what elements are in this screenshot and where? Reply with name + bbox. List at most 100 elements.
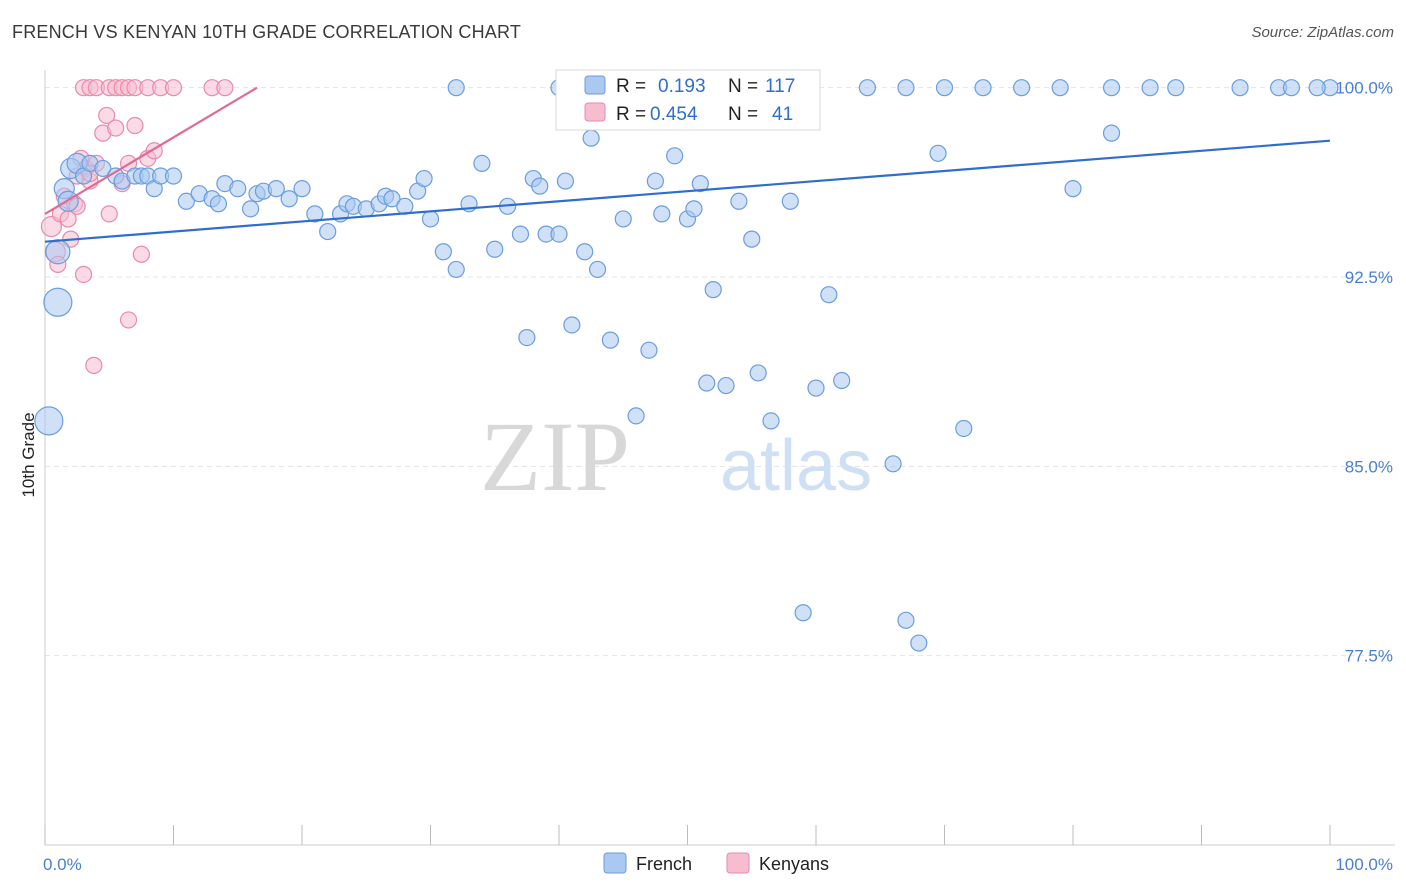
kenyan-point: [98, 106, 116, 125]
french-point: [820, 286, 838, 304]
french-point: [794, 604, 812, 622]
french-point: [897, 79, 915, 97]
y-tick-label: 100.0%: [1335, 79, 1393, 98]
french-point: [518, 328, 536, 347]
kenyan-point: [216, 79, 234, 97]
french-r-value: 0.193: [658, 76, 706, 97]
french-point: [473, 154, 491, 173]
chart-title: FRENCH VS KENYAN 10TH GRADE CORRELATION …: [12, 22, 522, 42]
french-point: [319, 222, 337, 241]
french-point: [601, 331, 620, 349]
x-tick-label: 100.0%: [1335, 855, 1393, 874]
french-point: [209, 195, 228, 213]
french-point: [550, 225, 568, 243]
french-point: [704, 281, 722, 299]
french-point: [1308, 79, 1326, 97]
legend-kenyan-swatch: [726, 852, 750, 874]
french-point: [929, 144, 947, 162]
legend-kenyan-label: Kenyans: [759, 854, 829, 874]
watermark-zip: ZIP: [480, 401, 630, 512]
kenyan-point: [119, 311, 138, 329]
legend-french-swatch: [603, 852, 627, 874]
french-point: [743, 230, 761, 248]
y-tick-label: 77.5%: [1345, 647, 1393, 666]
kenyan-n-value: 41: [772, 104, 793, 125]
kenyan-series: [40, 79, 234, 374]
french-point: [1012, 79, 1031, 97]
french-point: [267, 180, 285, 198]
french-point: [897, 611, 915, 629]
french-point: [563, 316, 581, 334]
french-point: [34, 406, 64, 436]
french-point: [781, 192, 799, 210]
kenyan-swatch: [584, 102, 606, 122]
french-point: [229, 180, 247, 198]
french-point: [588, 260, 607, 279]
series-legend: French Kenyans: [603, 852, 829, 874]
y-axis-label: 10th Grade: [19, 412, 38, 497]
kenyan-point: [74, 265, 93, 284]
french-point: [383, 190, 401, 208]
french-point: [486, 240, 504, 258]
french-point: [177, 192, 195, 210]
french-point: [646, 172, 664, 190]
kenyan-point: [107, 119, 125, 137]
french-point: [1051, 79, 1069, 97]
french-point: [653, 205, 671, 223]
french-point: [293, 180, 311, 198]
french-point: [94, 159, 112, 178]
french-point: [45, 239, 71, 265]
source-label: Source: ZipAtlas.com: [1251, 24, 1394, 41]
watermark-atlas: atlas: [720, 426, 872, 506]
french-point: [614, 210, 632, 228]
kenyan-r-value: 0.454: [650, 104, 698, 125]
french-point: [807, 379, 825, 397]
kenyan-trend-line: [44, 86, 258, 215]
french-point: [1102, 124, 1121, 142]
y-tick-label: 92.5%: [1345, 268, 1393, 287]
french-point: [640, 341, 658, 359]
french-point: [421, 210, 440, 228]
french-point: [415, 169, 433, 188]
y-tick-label: 85.0%: [1345, 457, 1393, 476]
french-n-value: 117: [765, 76, 795, 97]
watermark: ZIP atlas: [480, 401, 872, 512]
french-point: [717, 376, 735, 395]
french-point: [974, 79, 992, 97]
french-point: [280, 190, 298, 208]
french-point: [447, 79, 465, 97]
french-point: [531, 177, 549, 195]
french-point: [955, 419, 973, 438]
french-point: [627, 407, 645, 425]
french-point: [242, 200, 260, 218]
french-series: [34, 79, 1339, 652]
french-point: [1064, 180, 1082, 198]
french-swatch: [584, 75, 606, 95]
kenyan-point: [85, 356, 103, 374]
french-point: [691, 174, 709, 193]
trend-lines: [44, 86, 1331, 243]
french-point: [447, 260, 465, 279]
kenyan-point: [100, 205, 118, 223]
french-point: [858, 79, 877, 97]
french-point: [935, 79, 954, 97]
french-n-label: N =: [728, 76, 758, 97]
french-point: [306, 205, 324, 223]
kenyan-point: [164, 79, 183, 97]
french-point: [1102, 79, 1121, 97]
kenyan-point: [40, 215, 63, 238]
x-tick-label: 0.0%: [43, 855, 82, 874]
french-r-label: R =: [616, 76, 646, 97]
kenyan-r-label: R =: [616, 104, 646, 125]
french-point: [749, 364, 767, 382]
axes: [44, 70, 1395, 846]
french-point: [511, 225, 530, 243]
tick-labels: 100.0% 92.5% 85.0% 77.5% 0.0% 100.0%: [43, 79, 1393, 874]
french-point: [1231, 79, 1249, 97]
stats-legend: R = 0.193 N = 117 R = 0.454 N = 41: [555, 69, 821, 131]
french-trend-line: [44, 139, 1331, 243]
french-point: [43, 287, 73, 317]
french-point: [884, 455, 902, 473]
french-point: [666, 147, 684, 165]
